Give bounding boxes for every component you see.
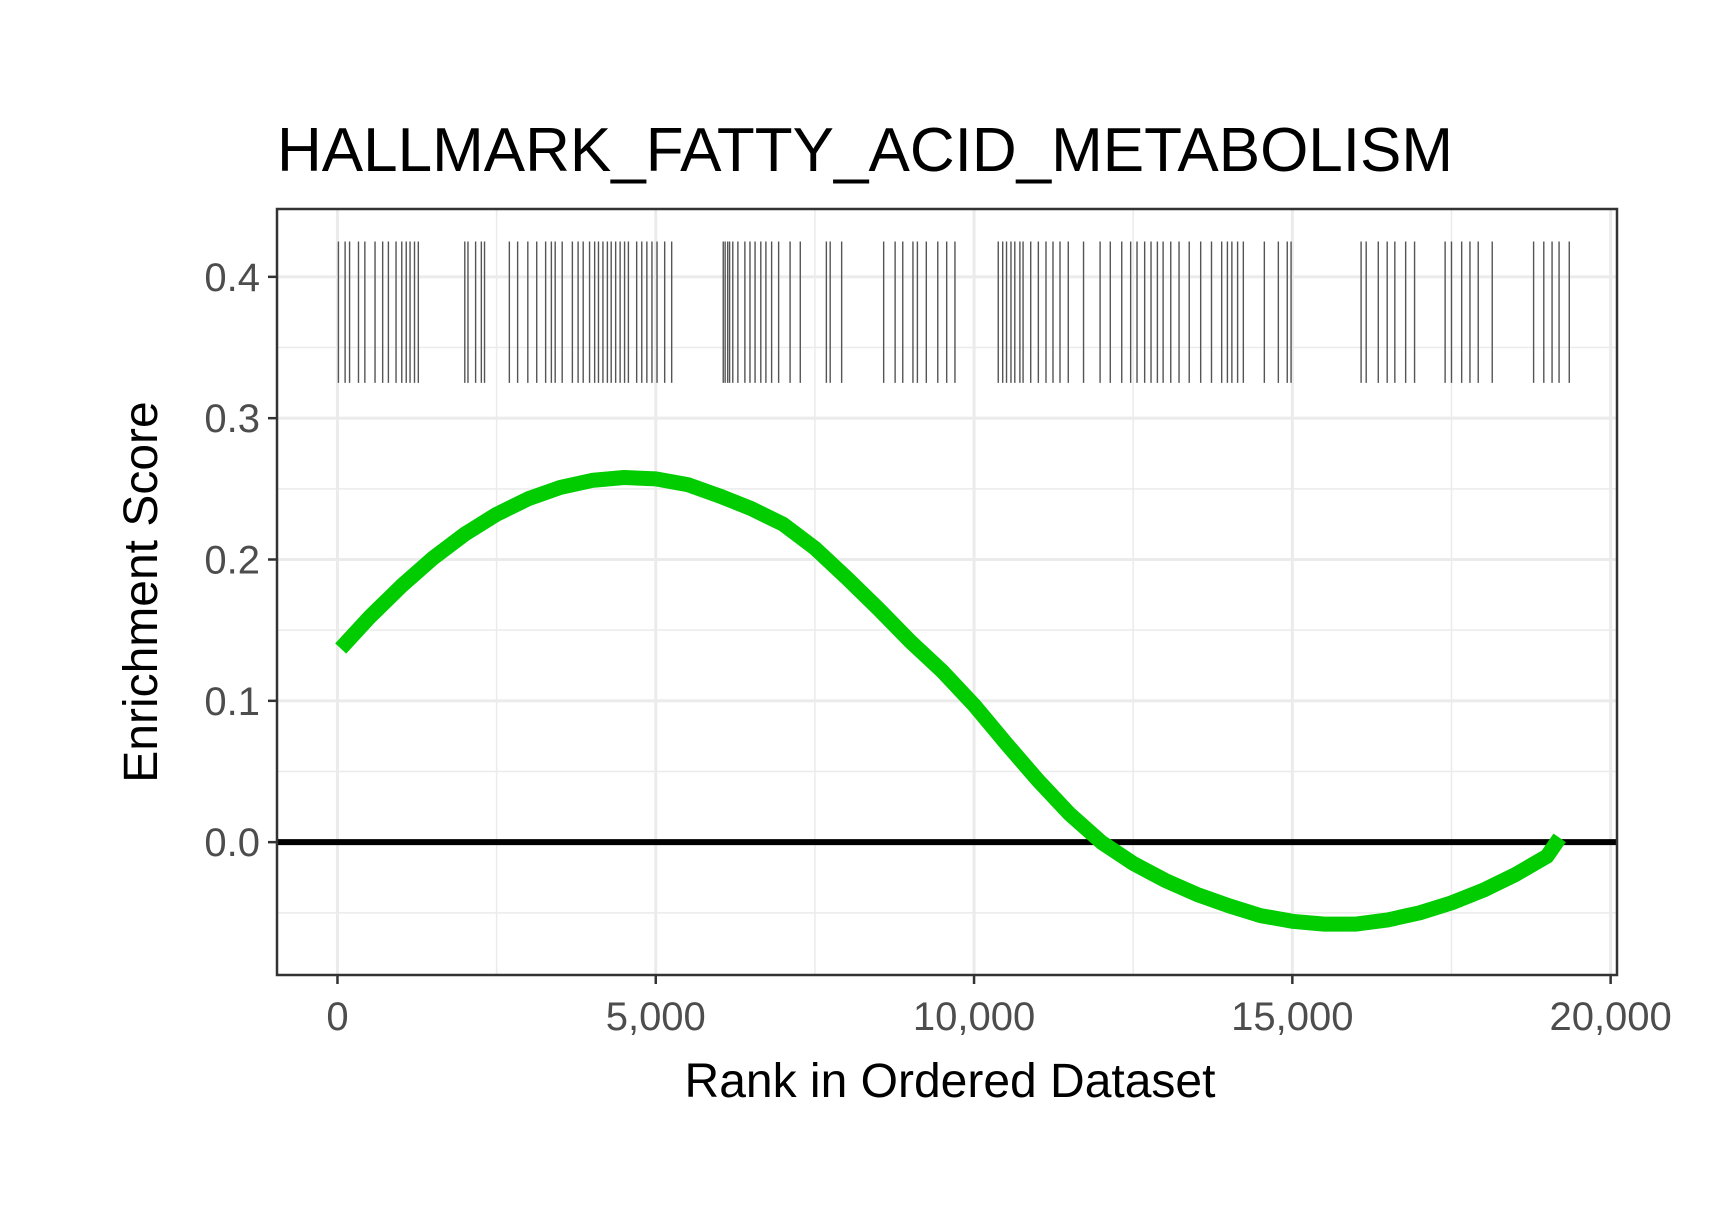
y-tick-label: 0.0 — [204, 821, 260, 865]
y-tick-label: 0.1 — [204, 680, 260, 724]
x-tick-label: 0 — [326, 995, 348, 1039]
y-axis-ticks: 0.0 0.1 0.2 0.3 0.4 — [204, 256, 277, 865]
y-axis-title: Enrichment Score — [115, 401, 168, 783]
y-tick-label: 0.3 — [204, 397, 260, 441]
enrichment-score-curve — [335, 470, 1566, 932]
x-tick-label: 5,000 — [606, 995, 706, 1039]
x-tick-label: 10,000 — [913, 995, 1035, 1039]
x-axis-title: Rank in Ordered Dataset — [685, 1055, 1216, 1108]
x-tick-label: 20,000 — [1549, 995, 1671, 1039]
y-tick-label: 0.4 — [204, 256, 260, 300]
plot-panel — [275, 207, 1619, 977]
gene-hit-marks — [337, 241, 1570, 383]
panel-border — [275, 207, 1619, 977]
x-axis-ticks: 0 5,000 10,000 15,000 20,000 — [326, 975, 1672, 1039]
x-tick-label: 15,000 — [1231, 995, 1353, 1039]
major-gridlines — [277, 209, 1617, 975]
y-tick-label: 0.2 — [204, 538, 260, 582]
chart-title: HALLMARK_FATTY_ACID_METABOLISM — [277, 116, 1453, 185]
